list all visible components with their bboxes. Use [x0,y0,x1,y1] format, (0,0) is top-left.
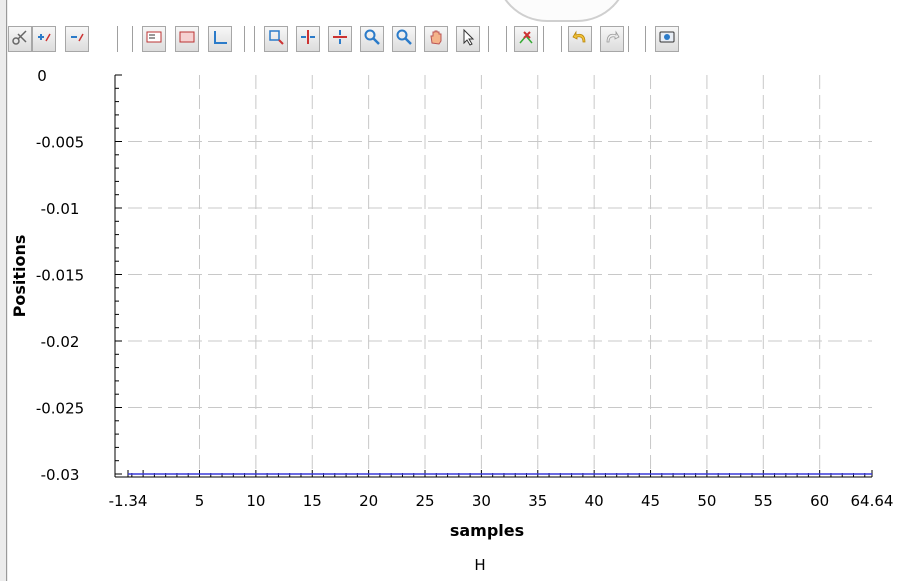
y-tick-label: 0 [37,67,47,85]
screenshot-button[interactable] [655,26,679,52]
window-left-border [0,0,8,581]
legend-icon [145,28,163,50]
y-tick-label: -0.02 [41,333,80,351]
toolbar-separator [543,26,544,52]
zoom-box-icon [267,28,285,50]
x-tick-label: 35 [528,492,547,510]
toolbar-separator [132,26,133,52]
remove-point-icon [68,28,86,50]
toolbar-separator [506,26,507,52]
fit-vertical-button[interactable] [328,26,352,52]
remove-point-button[interactable] [65,26,89,52]
zoom-out-button[interactable] [392,26,416,52]
zoom-out-icon [395,28,413,50]
y-axis-label: Positions [10,235,29,318]
plot-area[interactable]: -1.34 5 10 15 20 25 30 35 40 45 50 55 60 64.64 0 -0.005… [0,0,897,556]
toolbar-separator [117,26,118,52]
axes-icon [211,28,229,50]
y-tick-label: -0.01 [41,200,80,218]
fit-vertical-icon [331,28,349,50]
x-tick-label: 55 [754,492,773,510]
data-tip-button[interactable] [514,26,538,52]
fit-horizontal-button[interactable] [296,26,320,52]
pointer-icon [459,28,477,50]
x-tick-label: 5 [195,492,205,510]
toolbar-separator [628,26,629,52]
toolbar-separator [244,26,245,52]
zoom-in-icon [363,28,381,50]
y-tick-label: -0.005 [36,134,84,152]
redo-icon [603,28,621,50]
pan-hand-icon [427,28,445,50]
toolbar-separator [645,26,646,52]
y-tick-label: -0.015 [36,267,84,285]
toolbar-separator [488,26,489,52]
x-axis-label: samples [450,521,524,540]
y-tick-label: -0.025 [36,400,84,418]
pointer-button[interactable] [456,26,480,52]
label-icon [178,28,196,50]
undo-icon [571,28,589,50]
zoom-in-button[interactable] [360,26,384,52]
x-tick-label: 60 [810,492,829,510]
legend-button[interactable] [142,26,166,52]
x-tick-label: -1.34 [109,492,148,510]
add-point-icon [35,28,53,50]
label-button[interactable] [175,26,199,52]
zoom-box-button[interactable] [264,26,288,52]
x-tick-label: 10 [246,492,265,510]
redo-button[interactable] [600,26,624,52]
x-tick-label: 25 [415,492,434,510]
undo-button[interactable] [568,26,592,52]
x-tick-label: 15 [303,492,322,510]
scissors-button[interactable] [8,26,32,52]
fit-horizontal-icon [299,28,317,50]
x-tick-label: 30 [472,492,491,510]
pan-hand-button[interactable] [424,26,448,52]
toolbar-separator [561,26,562,52]
axes-button[interactable] [208,26,232,52]
screenshot-icon [658,28,676,50]
x-tick-label: 20 [359,492,378,510]
x-tick-label: 45 [641,492,660,510]
plot-toolbar [8,0,897,58]
data-tip-icon [517,28,535,50]
scissors-icon [11,28,29,50]
x-tick-label: 40 [585,492,604,510]
toolbar-separator [254,26,255,52]
y-tick-label: -0.03 [41,466,80,484]
add-point-button[interactable] [32,26,56,52]
x-tick-label: 50 [697,492,716,510]
x-tick-label: 64.64 [851,492,894,510]
footer-label: H [474,556,486,574]
